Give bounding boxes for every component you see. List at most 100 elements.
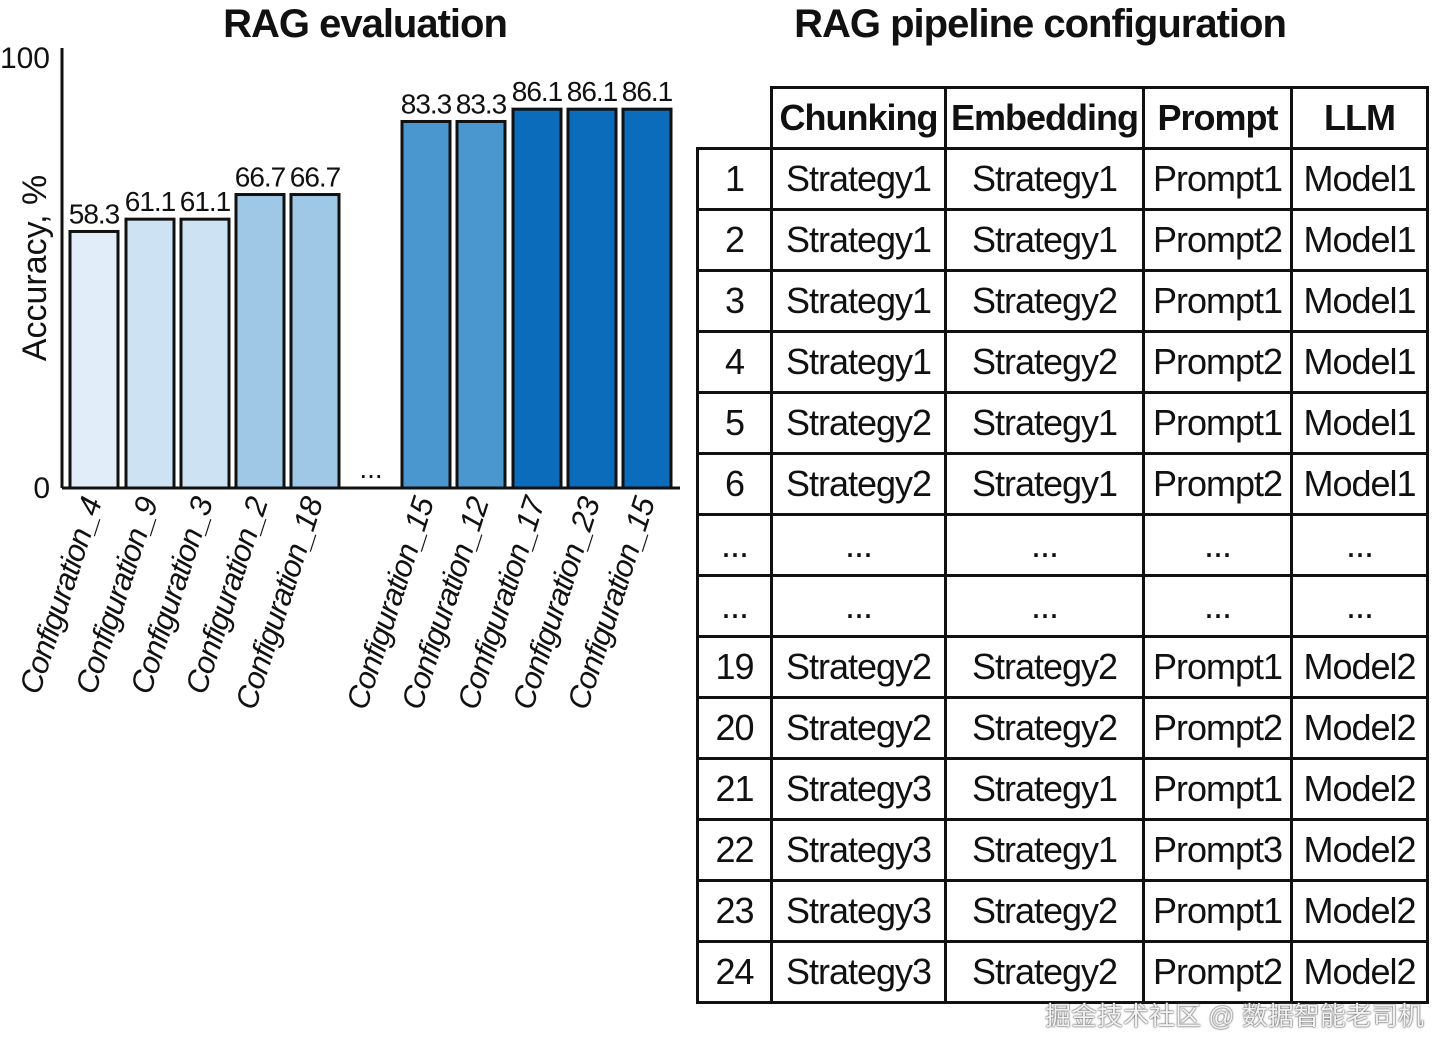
table-row: 4 Strategy1 Strategy2 Prompt2 Model1 xyxy=(696,330,1429,394)
table-cell: Prompt1 xyxy=(1142,879,1293,943)
table-cell: Model2 xyxy=(1290,940,1429,1004)
table-cell: Strategy1 xyxy=(770,147,947,211)
row-index-cell: 6 xyxy=(696,452,773,516)
row-index-cell: 20 xyxy=(696,696,773,760)
bar xyxy=(455,119,507,490)
table-cell: Prompt3 xyxy=(1142,818,1293,882)
table-cell: Model2 xyxy=(1290,757,1429,821)
header-llm: LLM xyxy=(1290,86,1429,150)
bar-value-label: 83.3 xyxy=(401,88,452,119)
table-row: 1 Strategy1 Strategy1 Prompt1 Model1 xyxy=(696,147,1429,211)
table-cell: Model1 xyxy=(1290,391,1429,455)
bar xyxy=(124,217,176,490)
table-cell: Strategy3 xyxy=(770,940,947,1004)
table-cell: ... xyxy=(1290,574,1429,638)
table-cell: Strategy1 xyxy=(944,208,1145,272)
bar xyxy=(289,193,341,490)
table-body: 1 Strategy1 Strategy1 Prompt1 Model1 2 Strateg… xyxy=(696,147,1429,1004)
gap-ellipsis: ... xyxy=(359,453,382,484)
table-cell: Model2 xyxy=(1290,879,1429,943)
table-cell: Strategy1 xyxy=(944,757,1145,821)
bar-value-label: 66.7 xyxy=(290,162,341,193)
table-row: ............... xyxy=(696,513,1429,577)
row-index-cell: ... xyxy=(696,513,773,577)
table-cell: Strategy2 xyxy=(770,635,947,699)
bar xyxy=(68,229,120,490)
table-cell: Prompt1 xyxy=(1142,391,1293,455)
row-index-cell: 24 xyxy=(696,940,773,1004)
y-axis-label: Accuracy, % xyxy=(16,175,54,361)
row-index-cell: 23 xyxy=(696,879,773,943)
table-cell: Strategy1 xyxy=(770,269,947,333)
table-title: RAG pipeline configuration xyxy=(794,2,1287,46)
chart-title: RAG evaluation xyxy=(223,2,508,46)
table-cell: Prompt2 xyxy=(1142,330,1293,394)
table-cell: Strategy1 xyxy=(944,452,1145,516)
bar-value-label: 61.1 xyxy=(180,186,231,217)
table-row: 21 Strategy3 Strategy1 Prompt1 Model2 xyxy=(696,757,1429,821)
table-row: 6 Strategy2 Strategy1 Prompt2 Model1 xyxy=(696,452,1429,516)
table-cell: Prompt2 xyxy=(1142,208,1293,272)
table-row: 3 Strategy1 Strategy2 Prompt1 Model1 xyxy=(696,269,1429,333)
table-cell: Strategy1 xyxy=(770,330,947,394)
table-cell: Prompt2 xyxy=(1142,940,1293,1004)
bar xyxy=(511,107,563,490)
table-cell: Strategy3 xyxy=(770,879,947,943)
table-cell: Strategy2 xyxy=(770,391,947,455)
table-row: 22 Strategy3 Strategy1 Prompt3 Model2 xyxy=(696,818,1429,882)
bar-value-label: 58.3 xyxy=(69,198,120,229)
table-row: 24 Strategy3 Strategy2 Prompt2 Model2 xyxy=(696,940,1429,1004)
row-index-cell: 5 xyxy=(696,391,773,455)
table-cell: Strategy1 xyxy=(944,818,1145,882)
bar-value-label: 86.1 xyxy=(512,76,563,107)
table-cell: Model1 xyxy=(1290,269,1429,333)
header-chunking: Chunking xyxy=(770,86,947,150)
table-row: 19 Strategy2 Strategy2 Prompt1 Model2 xyxy=(696,635,1429,699)
row-index-cell: 22 xyxy=(696,818,773,882)
table-cell: Strategy3 xyxy=(770,757,947,821)
table-row: 5 Strategy2 Strategy1 Prompt1 Model1 xyxy=(696,391,1429,455)
table-cell: ... xyxy=(944,513,1145,577)
table-cell: Strategy1 xyxy=(770,208,947,272)
table-cell: Strategy2 xyxy=(944,940,1145,1004)
table-cell: Strategy1 xyxy=(944,147,1145,211)
row-index-cell: ... xyxy=(696,574,773,638)
table-cell: Model2 xyxy=(1290,696,1429,760)
table-header-row: Chunking Embedding Prompt LLM xyxy=(697,86,1429,150)
table-cell: Model1 xyxy=(1290,147,1429,211)
bar xyxy=(566,107,618,490)
bar xyxy=(621,107,673,490)
table-cell: Prompt2 xyxy=(1142,452,1293,516)
bar-value-label: 86.1 xyxy=(622,76,673,107)
table-cell: Model1 xyxy=(1290,452,1429,516)
table-cell: Model2 xyxy=(1290,635,1429,699)
table-cell: Model1 xyxy=(1290,330,1429,394)
table-cell: Strategy1 xyxy=(944,391,1145,455)
row-index-cell: 3 xyxy=(696,269,773,333)
table-cell: ... xyxy=(1142,574,1293,638)
table-cell: Model1 xyxy=(1290,208,1429,272)
table-cell: Strategy3 xyxy=(770,818,947,882)
table-row: 20 Strategy2 Strategy2 Prompt2 Model2 xyxy=(696,696,1429,760)
table-cell: Strategy2 xyxy=(770,452,947,516)
table-cell: ... xyxy=(1290,513,1429,577)
row-index-cell: 4 xyxy=(696,330,773,394)
bar-value-label: 61.1 xyxy=(125,186,176,217)
bar xyxy=(234,193,286,490)
table-cell: Strategy2 xyxy=(944,879,1145,943)
row-index-cell: 21 xyxy=(696,757,773,821)
table-cell: Prompt1 xyxy=(1142,147,1293,211)
header-embedding: Embedding xyxy=(944,86,1145,150)
table-cell: Model2 xyxy=(1290,818,1429,882)
table-row: 2 Strategy1 Strategy1 Prompt2 Model1 xyxy=(696,208,1429,272)
table-cell: Prompt1 xyxy=(1142,757,1293,821)
table-cell: Prompt1 xyxy=(1142,635,1293,699)
row-index-cell: 1 xyxy=(696,147,773,211)
row-index-cell: 2 xyxy=(696,208,773,272)
table-row: 23 Strategy3 Strategy2 Prompt1 Model2 xyxy=(696,879,1429,943)
table-cell: ... xyxy=(944,574,1145,638)
bar xyxy=(400,119,452,490)
bar-value-label: 83.3 xyxy=(456,88,507,119)
table-cell: Strategy2 xyxy=(944,696,1145,760)
